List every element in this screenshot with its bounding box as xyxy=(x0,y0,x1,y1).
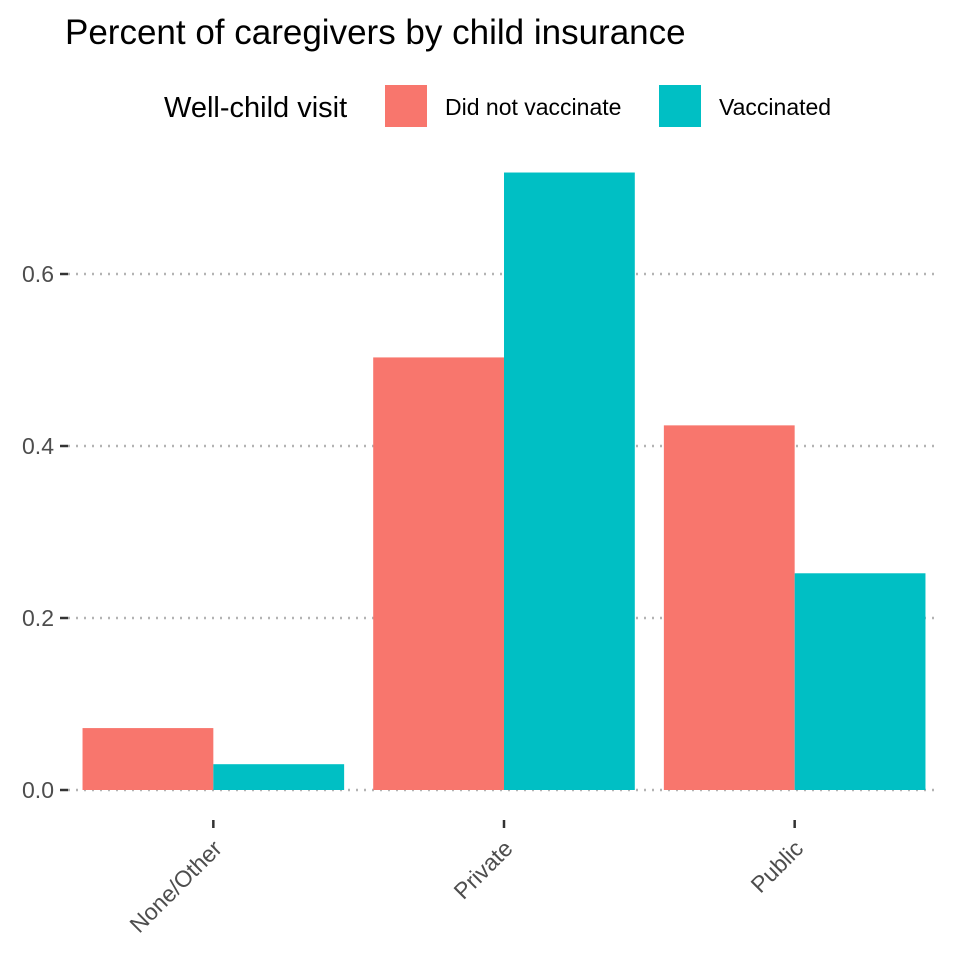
legend: Well-child visit Did not vaccinate Vacci… xyxy=(164,85,831,127)
bar-none-other-vaccinated xyxy=(213,764,345,790)
legend-title: Well-child visit xyxy=(164,92,347,124)
x-tick-label: None/Other xyxy=(124,835,227,938)
bar-private-vaccinated xyxy=(504,172,635,790)
y-tick-label: 0.0 xyxy=(22,777,54,803)
legend-swatch-vaccinated xyxy=(659,85,701,127)
y-tick-label: 0.4 xyxy=(22,433,54,459)
y-axis: 0.0 0.2 0.4 0.6 xyxy=(22,261,68,803)
y-tick-label: 0.2 xyxy=(22,605,54,631)
bar-public-vaccinated xyxy=(794,573,926,790)
chart-title: Percent of caregivers by child insurance xyxy=(65,13,686,52)
x-tick-label: Public xyxy=(746,835,809,898)
bar-none-other-did-not-vaccinate xyxy=(82,728,214,790)
x-tick-label: Private xyxy=(449,835,518,904)
bar-public-did-not-vaccinate xyxy=(663,425,795,790)
legend-label-did-not-vaccinate: Did not vaccinate xyxy=(445,94,621,120)
y-tick-label: 0.6 xyxy=(22,261,54,287)
legend-label-vaccinated: Vaccinated xyxy=(719,94,831,120)
x-axis: None/Other Private Public xyxy=(124,820,808,938)
legend-swatch-did-not-vaccinate xyxy=(385,85,427,127)
bar-private-did-not-vaccinate xyxy=(373,357,504,790)
bars xyxy=(82,172,926,790)
